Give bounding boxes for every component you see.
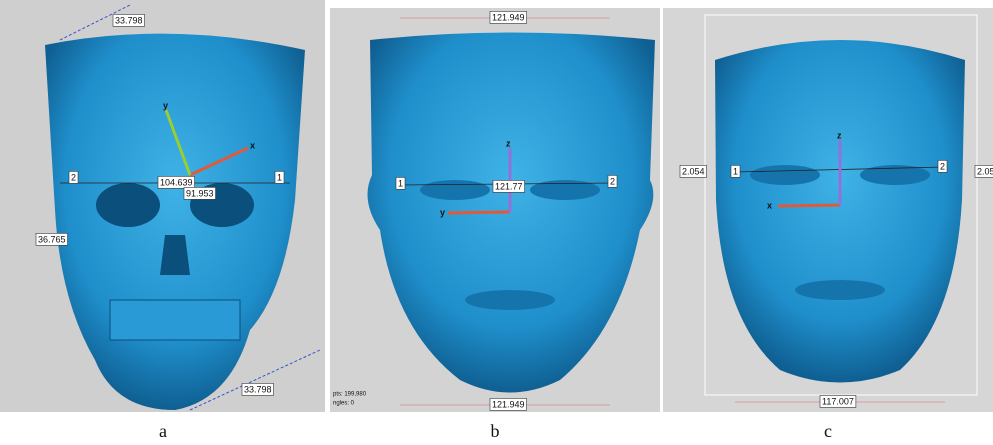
bounding-box	[704, 14, 978, 396]
annotation: 1	[733, 166, 738, 176]
label-box	[679, 165, 707, 178]
axis-label: y	[163, 100, 168, 110]
face	[715, 40, 965, 383]
panel-b: 121.949 1 2 121.77 z y 121.949 pts: 199,…	[330, 8, 660, 412]
annotation: 2.054	[682, 166, 705, 176]
eye	[750, 165, 820, 185]
label-box	[157, 176, 195, 189]
eye-socket	[96, 183, 160, 227]
axis-label: x	[250, 140, 255, 150]
guide-line	[189, 349, 321, 411]
axis-arrow	[189, 146, 249, 177]
label-box	[937, 160, 948, 173]
teeth	[109, 299, 241, 341]
mouth	[465, 290, 555, 310]
panel-label: b	[491, 421, 500, 441]
annotation: 2	[940, 161, 945, 171]
annotation: 2.05	[977, 166, 993, 176]
annotation: 121.949	[492, 12, 525, 22]
annotation: 1	[277, 172, 282, 182]
status-text: pts: 199,980	[333, 392, 367, 398]
annotation: 121.949	[492, 399, 525, 409]
label-box	[819, 395, 857, 408]
panel-label: c	[824, 421, 832, 441]
axis-arrow	[164, 109, 192, 176]
axis-label: z	[506, 138, 511, 148]
axis-arrow	[447, 210, 511, 215]
mouth	[795, 280, 885, 300]
label-box	[241, 383, 274, 396]
label-box	[112, 14, 145, 27]
annotation: 2	[71, 172, 76, 182]
eye	[420, 180, 490, 200]
label-box	[974, 165, 993, 178]
axis-label: z	[837, 130, 842, 140]
label-box	[395, 177, 406, 190]
annotation: 91.953	[186, 188, 214, 198]
label-box	[274, 171, 285, 184]
label-box	[183, 187, 216, 200]
label-box	[489, 398, 527, 411]
annotation: 33.798	[244, 384, 272, 394]
panel-a: 33.798 104.639 91.953 36.765 33.798 2 1 …	[0, 0, 325, 412]
label-box	[607, 175, 618, 188]
eye	[860, 165, 930, 185]
annotation: 33.798	[115, 15, 143, 25]
axis-arrow	[777, 203, 841, 208]
face	[367, 32, 655, 393]
label-box	[730, 165, 741, 178]
label-box	[492, 180, 525, 193]
eye	[530, 180, 600, 200]
status-text: ngles: 0	[333, 401, 355, 407]
label-box	[68, 171, 79, 184]
panel-label: a	[159, 421, 167, 441]
axis-label: x	[767, 200, 772, 210]
annotation: 121.77	[495, 181, 523, 191]
axis-label: y	[440, 207, 445, 217]
annotation: 2	[610, 176, 615, 186]
annotation: 117.007	[822, 396, 854, 406]
annotation: 104.639	[160, 177, 193, 187]
nasal-cavity	[160, 235, 190, 275]
annotation: 36.765	[38, 234, 66, 244]
annotation: 1	[398, 178, 403, 188]
guide-line	[59, 4, 131, 41]
label-box	[35, 233, 68, 246]
panel-c: 117.007 2.054 1 2 z x 2.05	[663, 8, 993, 412]
label-box	[489, 11, 527, 24]
